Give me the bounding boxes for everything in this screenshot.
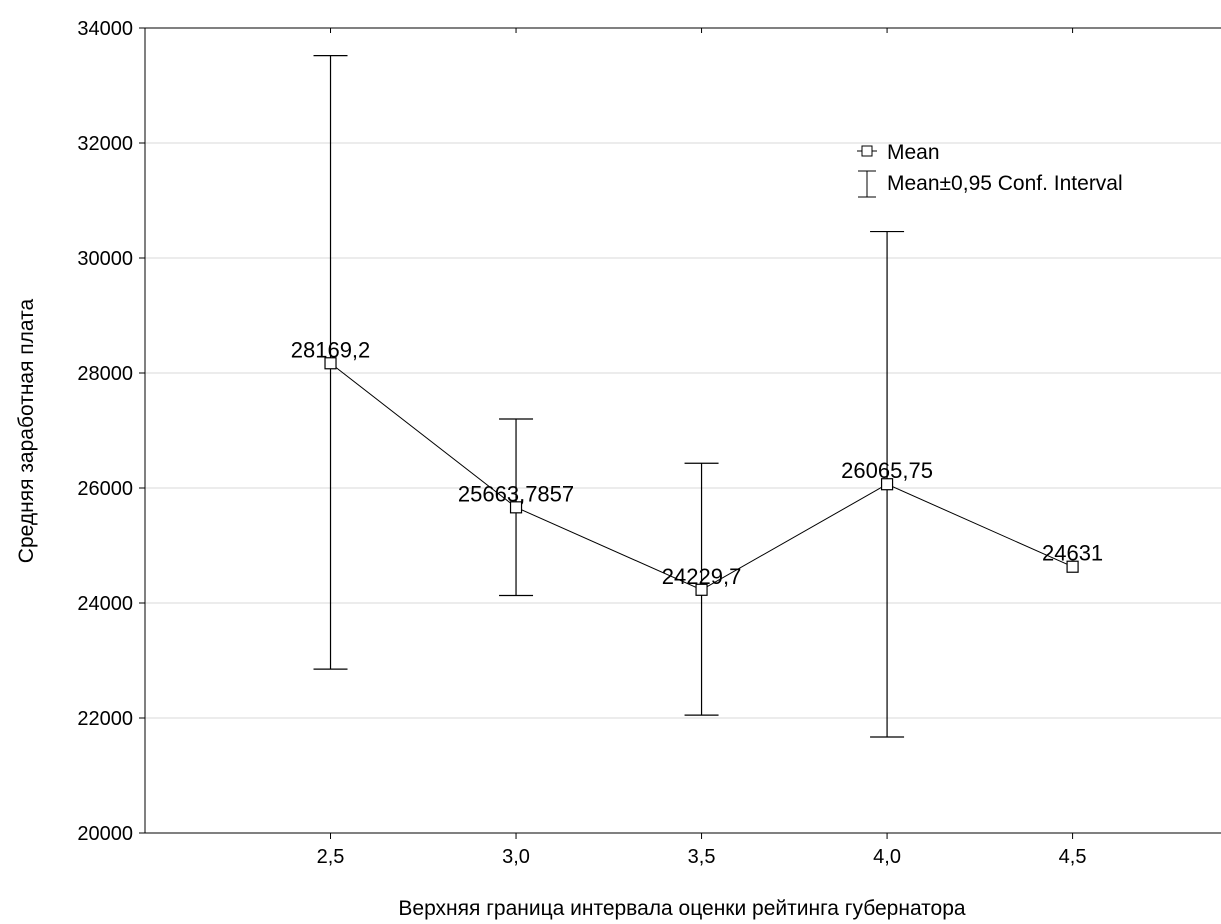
legend-mean-label: Mean [887,141,940,164]
y-tick-label-0: 20000 [77,823,133,845]
x-axis-title: Верхняя граница интервала оценки рейтинг… [398,897,965,920]
x-tick-label-4: 4,5 [1059,846,1087,868]
y-tick-label-5: 30000 [77,248,133,270]
y-axis-title: Средняя заработная плата [15,298,38,563]
mean-marker-2 [695,583,708,596]
legend: Mean Mean±0,95 Conf. Interval [857,141,1123,198]
error-bars [313,54,905,738]
legend-mean-marker [861,145,873,157]
data-label-0: 28169,2 [291,337,371,362]
x-axis-ticks: 2,5 3,0 3,5 4,0 4,5 [317,28,1087,868]
mean-marker-4 [1066,560,1079,573]
x-tick-label-3: 4,0 [873,846,901,868]
y-tick-label-3: 26000 [77,478,133,500]
data-label-1: 25663,7857 [458,481,574,506]
grid-lines [145,27,1221,719]
legend-ci-label: Mean±0,95 Conf. Interval [887,172,1123,195]
x-tick-label-2: 3,5 [688,846,716,868]
data-label-3: 26065,75 [841,458,933,483]
y-tick-label-7: 34000 [77,18,133,40]
x-tick-label-1: 3,0 [502,846,530,868]
mean-marker-1 [509,501,523,514]
x-tick-label-0: 2,5 [317,846,345,868]
y-tick-label-2: 24000 [77,593,133,615]
y-tick-label-6: 32000 [77,133,133,155]
y-axis-ticks: 20000 22000 24000 26000 28000 30000 32000 34000 [77,18,145,845]
mean-marker-0 [324,357,337,370]
y-tick-label-4: 28000 [77,363,133,385]
axes [144,27,1221,834]
mean-marker-3 [880,478,894,491]
y-tick-label-1: 22000 [77,708,133,730]
data-label-2: 24229,7 [662,564,742,589]
legend-ci-icon [858,170,876,198]
mean-points [324,357,1079,596]
data-label-4: 24631 [1042,541,1103,566]
data-labels: 28169,2 25663,7857 24229,7 26065,75 24631 [291,337,1103,589]
